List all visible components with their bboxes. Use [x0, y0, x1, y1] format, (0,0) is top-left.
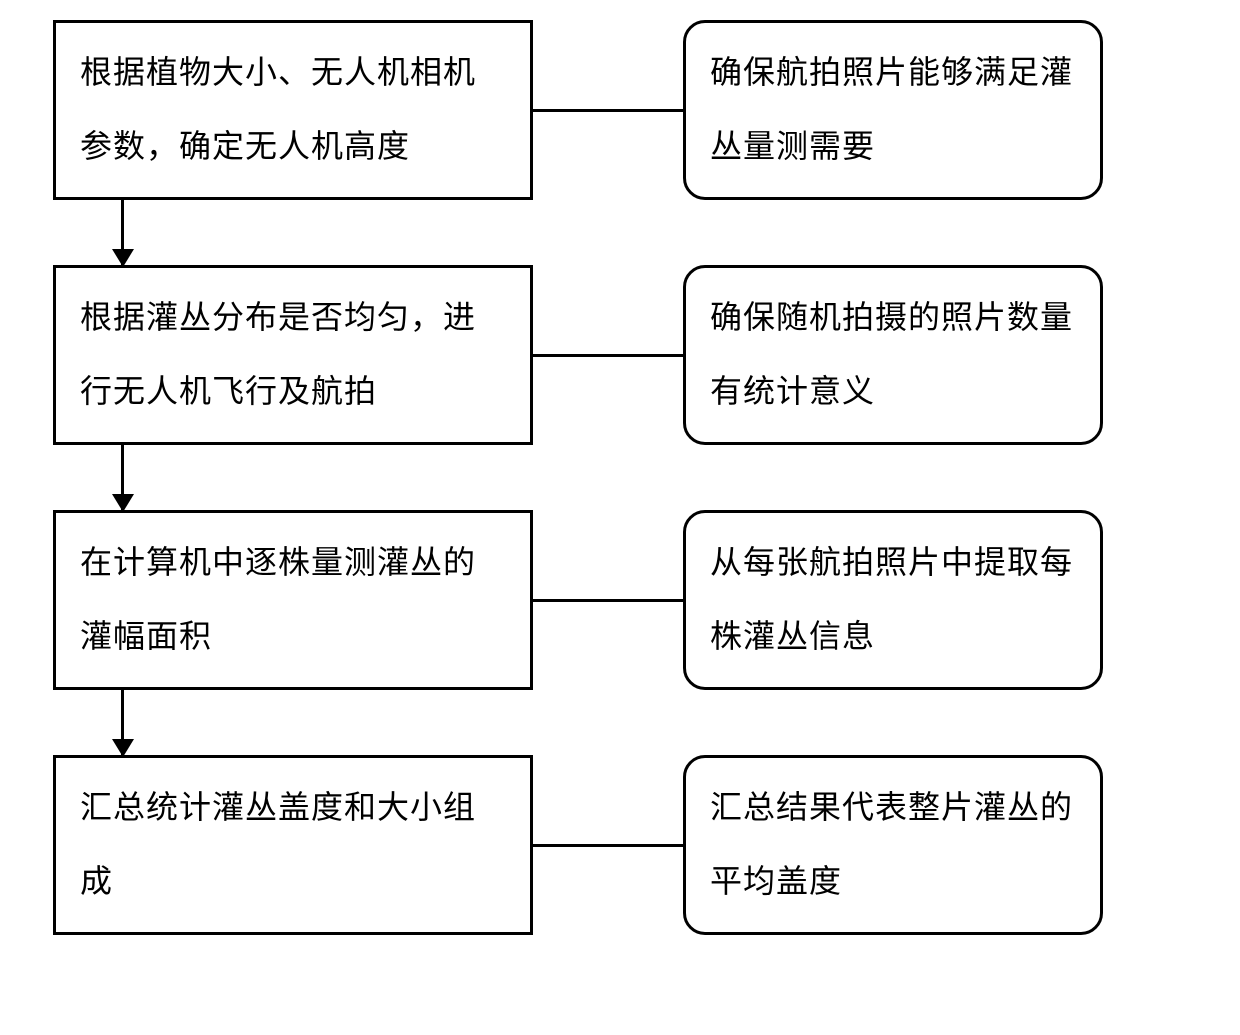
down-arrow-icon [121, 200, 124, 265]
main-step-text: 根据植物大小、无人机相机参数，确定无人机高度 [80, 36, 506, 183]
side-note-text: 确保航拍照片能够满足灌丛量测需要 [710, 36, 1076, 183]
vertical-arrow-container [53, 445, 533, 510]
side-note-box-4: 汇总结果代表整片灌丛的平均盖度 [683, 755, 1103, 935]
horizontal-connector [533, 599, 683, 602]
side-note-text: 从每张航拍照片中提取每株灌丛信息 [710, 526, 1076, 673]
side-note-text: 确保随机拍摄的照片数量有统计意义 [710, 281, 1076, 428]
side-note-box-3: 从每张航拍照片中提取每株灌丛信息 [683, 510, 1103, 690]
flowchart-row: 根据植物大小、无人机相机参数，确定无人机高度 确保航拍照片能够满足灌丛量测需要 [53, 20, 1193, 200]
side-note-text: 汇总结果代表整片灌丛的平均盖度 [710, 771, 1076, 918]
main-step-text: 在计算机中逐株量测灌丛的灌幅面积 [80, 526, 506, 673]
horizontal-connector [533, 354, 683, 357]
vertical-arrow-container [53, 690, 533, 755]
main-step-text: 根据灌丛分布是否均匀，进行无人机飞行及航拍 [80, 281, 506, 428]
flowchart-row: 在计算机中逐株量测灌丛的灌幅面积 从每张航拍照片中提取每株灌丛信息 [53, 510, 1193, 690]
main-step-box-2: 根据灌丛分布是否均匀，进行无人机飞行及航拍 [53, 265, 533, 445]
main-step-text: 汇总统计灌丛盖度和大小组成 [80, 771, 506, 918]
flowchart-row: 汇总统计灌丛盖度和大小组成 汇总结果代表整片灌丛的平均盖度 [53, 755, 1193, 935]
main-step-box-3: 在计算机中逐株量测灌丛的灌幅面积 [53, 510, 533, 690]
down-arrow-icon [121, 690, 124, 755]
main-step-box-4: 汇总统计灌丛盖度和大小组成 [53, 755, 533, 935]
main-step-box-1: 根据植物大小、无人机相机参数，确定无人机高度 [53, 20, 533, 200]
horizontal-connector [533, 844, 683, 847]
flowchart-container: 根据植物大小、无人机相机参数，确定无人机高度 确保航拍照片能够满足灌丛量测需要 … [53, 20, 1193, 935]
down-arrow-icon [121, 445, 124, 510]
vertical-arrow-container [53, 200, 533, 265]
horizontal-connector [533, 109, 683, 112]
flowchart-row: 根据灌丛分布是否均匀，进行无人机飞行及航拍 确保随机拍摄的照片数量有统计意义 [53, 265, 1193, 445]
side-note-box-2: 确保随机拍摄的照片数量有统计意义 [683, 265, 1103, 445]
side-note-box-1: 确保航拍照片能够满足灌丛量测需要 [683, 20, 1103, 200]
